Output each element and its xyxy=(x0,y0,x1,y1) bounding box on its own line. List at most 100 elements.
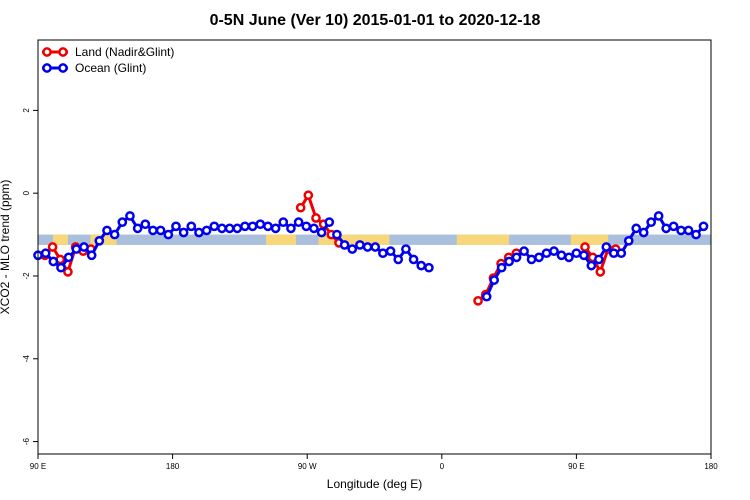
legend-label: Land (Nadir&Glint) xyxy=(75,45,174,59)
plot-frame xyxy=(37,39,712,455)
data-point xyxy=(140,219,151,230)
data-point xyxy=(378,248,388,259)
data-point xyxy=(668,221,679,232)
data-point xyxy=(579,250,589,261)
data-point xyxy=(511,252,522,263)
data-point xyxy=(311,213,321,223)
data-point xyxy=(473,295,483,306)
data-point xyxy=(504,256,514,267)
data-point xyxy=(339,240,350,250)
x-tick-label: 0 xyxy=(440,462,445,471)
data-point xyxy=(270,223,281,234)
data-point xyxy=(109,229,120,240)
data-point xyxy=(646,217,657,228)
x-tick-label: 90 W xyxy=(298,462,317,471)
data-point xyxy=(683,225,694,236)
legend-label: Ocean (Glint) xyxy=(75,61,146,75)
x-axis-label: Longitude (deg E) xyxy=(327,477,422,491)
data-point xyxy=(355,240,365,250)
data-point xyxy=(117,217,128,228)
data-point xyxy=(631,223,642,234)
legend: Land (Nadir&Glint) Ocean (Glint) xyxy=(42,45,174,75)
data-point xyxy=(178,227,189,238)
data-point xyxy=(416,260,427,271)
data-point xyxy=(601,242,612,252)
data-point xyxy=(278,217,289,228)
data-point xyxy=(286,223,296,234)
data-point xyxy=(48,256,59,267)
land-band-segment xyxy=(570,234,609,245)
data-point xyxy=(571,248,582,259)
y-tick-label: 2 xyxy=(22,108,31,113)
data-point xyxy=(586,260,597,271)
data-point xyxy=(534,252,544,263)
data-point xyxy=(370,242,381,252)
data-point xyxy=(201,225,212,236)
data-point xyxy=(401,244,411,254)
data-point xyxy=(232,223,243,234)
data-point xyxy=(56,262,66,273)
data-point xyxy=(316,227,327,238)
data-point xyxy=(63,266,73,277)
data-point xyxy=(653,211,664,221)
data-point xyxy=(362,242,373,252)
data-point xyxy=(263,221,273,232)
axes: 90 E 180 90 W 0 90 E 180 2 0 -2 -4 -6 xyxy=(22,108,718,471)
data-point xyxy=(171,221,181,232)
data-point xyxy=(638,227,649,238)
land-band-segment xyxy=(266,234,296,245)
data-point xyxy=(309,223,319,234)
data-point xyxy=(255,219,266,230)
data-point xyxy=(63,252,74,263)
data-point xyxy=(303,190,314,201)
series-layer xyxy=(33,190,709,306)
series-land xyxy=(40,190,621,306)
data-point xyxy=(324,217,335,228)
data-point xyxy=(489,275,499,285)
land-band-segment xyxy=(52,234,68,245)
data-point xyxy=(549,246,559,256)
data-point xyxy=(102,225,112,236)
data-point xyxy=(661,223,671,234)
data-point xyxy=(217,223,227,234)
x-tick-label: 90 E xyxy=(568,462,584,471)
data-point xyxy=(295,202,306,213)
data-point xyxy=(580,242,590,252)
data-point xyxy=(698,221,709,232)
x-tick-label: 180 xyxy=(704,462,718,471)
data-point xyxy=(293,217,304,228)
data-point xyxy=(194,227,204,238)
y-tick-label: 0 xyxy=(22,190,31,195)
data-point xyxy=(240,221,250,232)
data-point xyxy=(564,252,574,263)
land-band-segment xyxy=(456,234,510,245)
chart-title: 0-5N June (Ver 10) 2015-01-01 to 2020-12… xyxy=(210,12,541,29)
data-point xyxy=(132,223,143,234)
data-point xyxy=(393,254,404,265)
data-point xyxy=(71,244,82,254)
data-point xyxy=(556,250,567,261)
y-tick-label: -6 xyxy=(22,437,31,445)
y-tick-label: -2 xyxy=(22,272,31,280)
y-tick-label: -4 xyxy=(22,355,31,363)
x-tick-label: 180 xyxy=(166,462,180,471)
data-point xyxy=(593,254,604,265)
y-axis-label: XCO2 - MLO trend (ppm) xyxy=(0,180,12,315)
data-point xyxy=(676,225,686,236)
data-point xyxy=(301,221,312,232)
data-point xyxy=(385,246,396,256)
land-band-segment xyxy=(318,234,390,245)
legend-swatch-marker xyxy=(58,47,68,57)
series-ocean xyxy=(33,211,709,302)
data-point xyxy=(94,235,105,246)
data-point xyxy=(347,244,358,254)
x-tick-label: 90 E xyxy=(30,462,46,471)
data-point xyxy=(526,254,537,265)
legend-swatch-marker xyxy=(58,63,68,73)
data-point xyxy=(481,291,492,302)
legend-swatch-marker xyxy=(42,47,52,57)
data-point xyxy=(519,246,529,256)
data-point xyxy=(125,211,135,221)
data-point xyxy=(155,225,166,236)
